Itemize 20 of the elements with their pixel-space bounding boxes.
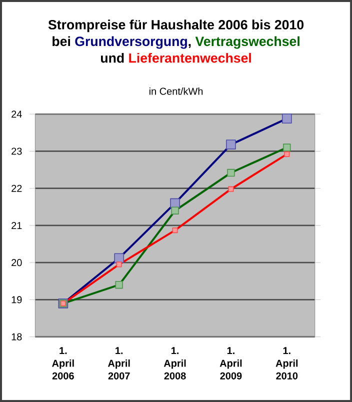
y-tick-label: 22: [12, 184, 22, 192]
y-tick-label: 23: [12, 148, 22, 155]
chart-title: Strompreise für Haushalte 2006 bis 2010: [48, 20, 304, 32]
text: bei: [52, 36, 70, 46]
y-tick-label: 21: [12, 222, 22, 229]
x-tick-label: 1. April 2010: [276, 347, 298, 380]
text: Vertragswechsel: [195, 36, 300, 49]
y-tick-label: 18: [12, 333, 22, 340]
y-tick-label: 24: [12, 110, 22, 118]
x-tick-label: 1. April 2009: [220, 347, 242, 380]
y-tick-label: 20: [12, 259, 22, 266]
x-tick-label: 1. April 2007: [108, 347, 130, 380]
y-tick-label: 19: [12, 296, 22, 304]
x-tick-label: 1. April 2006: [52, 347, 74, 380]
x-tick-label: 1. April 2008: [164, 347, 186, 380]
text: Grundversorgung: [75, 36, 187, 49]
chart-subtitle: in Cent/kWh: [149, 87, 203, 95]
text: ,: [188, 44, 191, 48]
text: und: [100, 52, 124, 63]
text: Lieferantenwechsel: [129, 52, 251, 63]
